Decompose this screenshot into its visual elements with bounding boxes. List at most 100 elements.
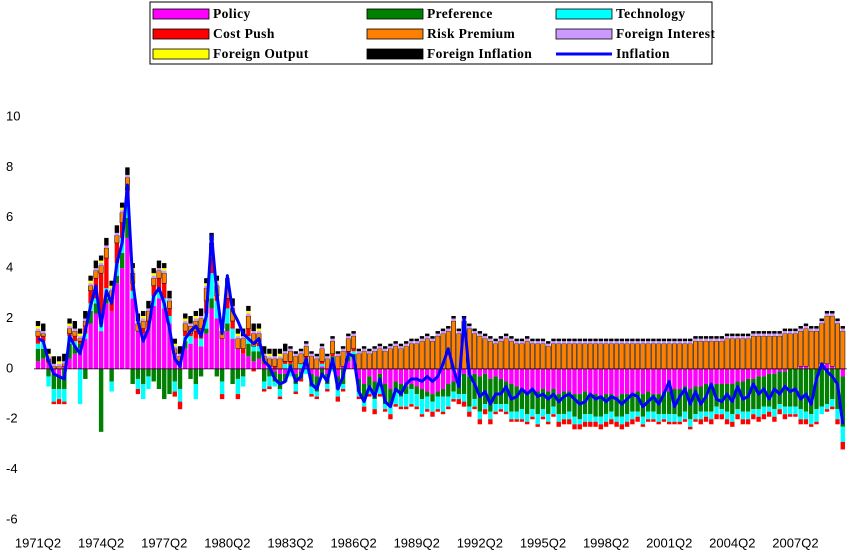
bar-segment	[551, 389, 556, 407]
bar-segment	[167, 308, 172, 316]
bar-segment	[687, 343, 693, 370]
bar-segment	[482, 404, 488, 410]
bar-segment	[840, 368, 845, 377]
bar-segment	[446, 328, 451, 332]
bar-segment	[709, 338, 714, 342]
bar-segment	[787, 368, 793, 407]
bar-segment	[619, 341, 625, 344]
bar-segment	[677, 421, 682, 425]
bar-segment	[461, 373, 467, 395]
bar-segment	[46, 353, 51, 357]
bar-segment	[703, 338, 709, 342]
bar-segment	[677, 389, 682, 417]
y-tick-label: -6	[6, 511, 18, 526]
bar-segment	[614, 368, 619, 397]
bar-segment	[503, 338, 509, 370]
bar-segment	[519, 343, 525, 370]
bar-segment	[93, 268, 99, 271]
bar-segment	[225, 298, 230, 309]
bar-segment	[356, 368, 362, 379]
bar-segment	[435, 396, 440, 410]
bar-segment	[766, 368, 772, 374]
bar-segment	[824, 310, 830, 314]
bar-segment	[351, 335, 357, 349]
bar-segment	[256, 358, 262, 369]
bar-segment	[477, 331, 483, 334]
bar-segment	[319, 346, 325, 349]
bar-segment	[109, 285, 114, 289]
bar-segment	[293, 383, 298, 392]
bar-segment	[366, 353, 372, 370]
bar-segment	[567, 368, 572, 392]
bar-segment	[509, 338, 514, 342]
bar-segment	[398, 406, 404, 410]
y-tick-label: 8	[6, 159, 13, 174]
legend-swatch	[152, 48, 210, 60]
x-tick-label: 1977Q2	[141, 535, 187, 550]
bar-segment	[588, 414, 593, 422]
bar-segment	[209, 273, 214, 299]
bar-segment	[614, 416, 619, 422]
bar-segment	[582, 341, 588, 344]
bar-segment	[451, 399, 456, 402]
bar-segment	[714, 368, 719, 384]
bar-segment	[782, 368, 788, 372]
bar-segment	[183, 321, 188, 324]
bar-segment	[614, 343, 620, 370]
bar-segment	[272, 348, 277, 357]
bar-segment	[635, 341, 640, 344]
bar-segment	[756, 331, 761, 334]
bar-segment	[198, 346, 204, 369]
bar-segment	[577, 424, 582, 430]
bar-segment	[498, 336, 504, 339]
bar-segment	[714, 406, 719, 415]
bar-segment	[477, 333, 483, 337]
bar-segment	[561, 419, 567, 425]
bar-segment	[582, 338, 588, 342]
bar-segment	[156, 270, 162, 279]
legend-swatch	[555, 8, 613, 20]
bar-segment	[404, 341, 409, 344]
bar-segment	[141, 328, 146, 334]
bar-segment	[614, 341, 619, 344]
bar-segment	[477, 335, 483, 370]
bar-segment	[619, 343, 625, 370]
bar-segment	[98, 331, 104, 369]
bar-segment	[393, 381, 398, 392]
bar-segment	[162, 268, 167, 271]
bar-segment	[624, 338, 630, 342]
bar-segment	[425, 333, 430, 337]
bar-segment	[540, 389, 546, 410]
bar-segment	[388, 343, 393, 347]
bar-segment	[162, 308, 167, 369]
bar-segment	[314, 368, 319, 377]
bar-segment	[693, 338, 698, 342]
bar-segment	[556, 368, 561, 395]
x-tick-label: 1992Q2	[457, 535, 503, 550]
bar-segment	[503, 404, 509, 412]
bar-segment	[298, 353, 304, 365]
bar-segment	[167, 368, 172, 395]
bar-segment	[356, 353, 362, 370]
bar-segment	[283, 343, 288, 352]
bar-segment	[183, 318, 188, 322]
bar-segment	[651, 368, 656, 395]
bar-segment	[135, 389, 141, 395]
bar-segment	[335, 368, 341, 377]
bar-segment	[114, 235, 120, 244]
bar-segment	[246, 328, 251, 337]
bar-segment	[272, 368, 277, 372]
bar-segment	[361, 346, 367, 349]
bar-segment	[446, 368, 451, 384]
bar-segment	[88, 285, 94, 292]
bar-segment	[167, 298, 172, 301]
bar-segment	[756, 409, 761, 417]
bar-segment	[472, 331, 477, 334]
bar-segment	[172, 391, 177, 397]
bar-segment	[193, 331, 198, 339]
bar-segment	[667, 414, 672, 422]
bar-segment	[661, 341, 667, 344]
bar-segment	[56, 376, 62, 390]
bar-segment	[577, 341, 582, 344]
bar-segment	[814, 326, 819, 329]
